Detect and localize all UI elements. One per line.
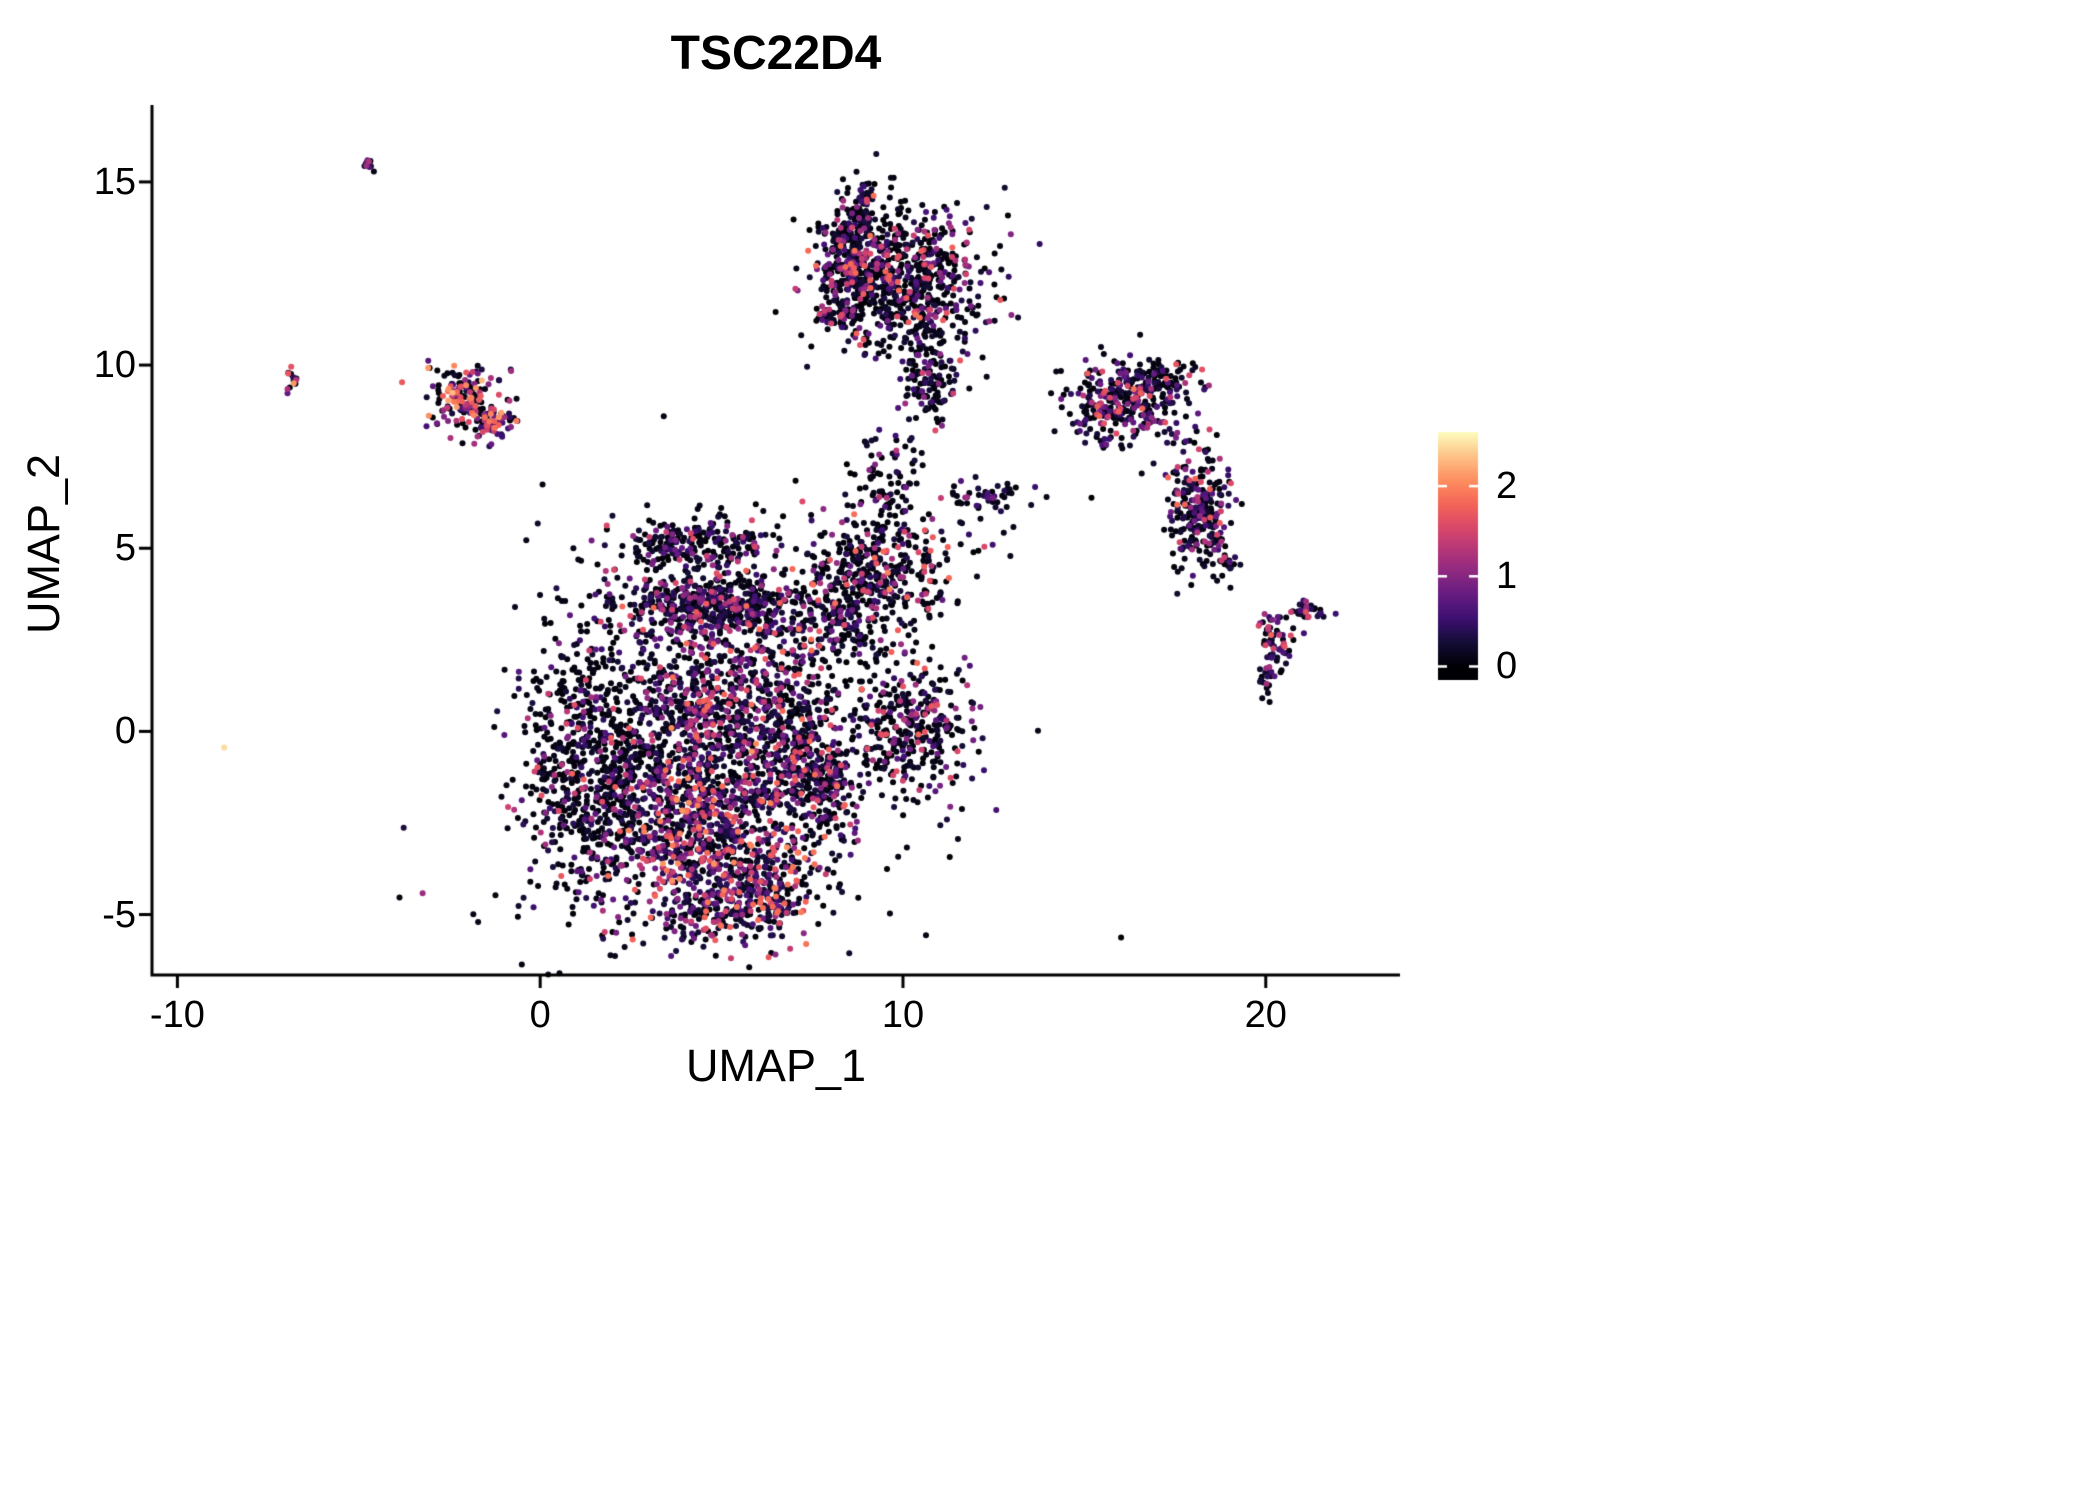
x-tick-label: 0	[529, 994, 551, 1036]
y-tick-label: 0	[114, 710, 136, 753]
x-axis-label: UMAP_1	[685, 1040, 867, 1091]
x-tick-label: 20	[1244, 994, 1287, 1036]
colorbar-tick-label: 2	[1496, 465, 1518, 508]
y-tick-label: 10	[93, 344, 136, 387]
y-tick-label: 5	[114, 527, 136, 570]
plot-title: TSC22D4	[670, 27, 882, 80]
x-tick-label: 10	[881, 994, 925, 1036]
y-tick-label: -5	[102, 893, 136, 936]
y-tick-label: 15	[93, 160, 136, 203]
colorbar-tick-label: 1	[1496, 555, 1518, 598]
colorbar-tick-label: 0	[1496, 645, 1518, 688]
x-tick-label: -10	[149, 994, 205, 1036]
